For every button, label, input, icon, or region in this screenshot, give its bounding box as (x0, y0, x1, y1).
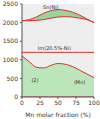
svg-text:Sn(Ni): Sn(Ni) (43, 4, 58, 10)
svg-text:2500: 2500 (8, 0, 18, 7)
svg-text:25: 25 (36, 99, 44, 106)
svg-text:1000: 1000 (8, 56, 18, 63)
svg-text:2000: 2000 (8, 19, 18, 26)
svg-text:0: 0 (20, 99, 24, 106)
svg-text:100: 100 (88, 99, 92, 106)
svg-text:Im(20.5%-Ni): Im(20.5%-Ni) (38, 45, 71, 51)
svg-text:50: 50 (54, 99, 62, 106)
svg-text:75: 75 (72, 99, 80, 106)
svg-text:1500: 1500 (8, 37, 18, 44)
svg-text:(Mn): (Mn) (74, 79, 85, 85)
svg-text:500: 500 (8, 75, 18, 82)
svg-text:(2): (2) (31, 77, 38, 83)
svg-text:0: 0 (14, 93, 18, 100)
svg-text:Mn molar fraction (%): Mn molar fraction (%) (25, 111, 90, 118)
